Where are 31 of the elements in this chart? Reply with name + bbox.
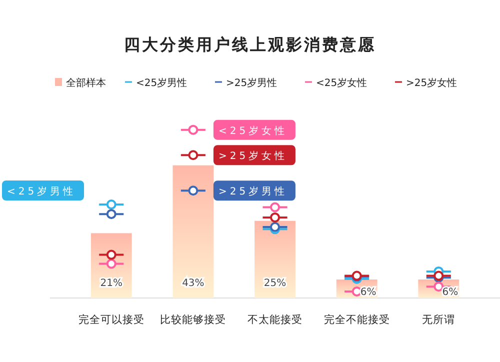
x-tick-label: 比较能够接受	[160, 313, 226, 326]
legend-label: >25岁男性	[226, 77, 278, 89]
data-label: 43%	[182, 278, 204, 289]
point	[188, 150, 198, 160]
x-tick-label: 无所谓	[422, 313, 456, 326]
point	[106, 258, 116, 269]
point	[188, 186, 198, 196]
bar	[172, 165, 214, 298]
legend-label: 全部样本	[66, 77, 106, 89]
x-tick-label: 完全不能接受	[324, 313, 390, 326]
annotation: <25岁女性	[218, 124, 288, 137]
annotation: >25岁女性	[218, 150, 288, 162]
x-tick-label: 完全可以接受	[78, 313, 144, 326]
chart-title: 四大分类用户线上观影消费意愿	[124, 35, 376, 54]
annotation: <25岁男性	[7, 185, 76, 198]
x-tick-label: 不太能接受	[248, 313, 302, 326]
point	[270, 202, 280, 212]
point	[188, 124, 198, 135]
annotation: >25岁男性	[218, 186, 288, 198]
data-label: 6%	[442, 287, 458, 298]
data-label: 25%	[264, 278, 286, 289]
legend-label: <25岁男性	[136, 77, 188, 89]
point	[106, 250, 116, 260]
point	[270, 212, 280, 222]
point	[106, 200, 116, 210]
bar	[254, 220, 296, 298]
point	[106, 209, 116, 220]
data-label: 6%	[360, 287, 376, 298]
legend-label: <25岁女性	[316, 77, 368, 89]
data-label: 21%	[100, 278, 122, 289]
legend-label: >25岁女性	[406, 77, 458, 89]
